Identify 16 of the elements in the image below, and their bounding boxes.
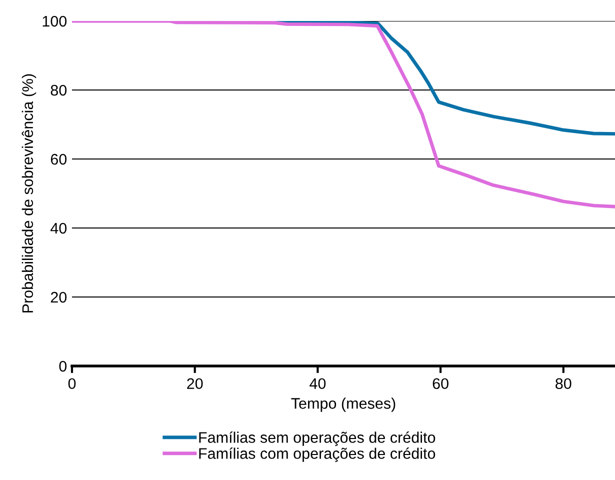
- y-tick-label: 60: [50, 154, 67, 165]
- y-tick-label: 20: [50, 292, 67, 303]
- x-tick-label: 80: [556, 378, 572, 390]
- legend-label: Famílias com operações de crédito: [199, 448, 436, 462]
- x-tick-label: 40: [310, 378, 326, 390]
- y-tick-label: 0: [59, 360, 67, 372]
- y-axis-title: Probabilidade de sobrevivência (%): [22, 74, 36, 312]
- line-series: [72, 21, 615, 208]
- y-tick-label: 40: [50, 222, 67, 234]
- x-tick-label: 0: [68, 378, 76, 390]
- y-tick-label: 80: [50, 84, 67, 96]
- legend-label: Famílias sem operações de crédito: [199, 432, 436, 446]
- x-tick-label: 20: [187, 378, 203, 390]
- x-axis-title: Tempo (meses): [291, 398, 396, 412]
- x-tick-label: 60: [432, 378, 448, 390]
- y-tick-label: 100: [42, 16, 67, 27]
